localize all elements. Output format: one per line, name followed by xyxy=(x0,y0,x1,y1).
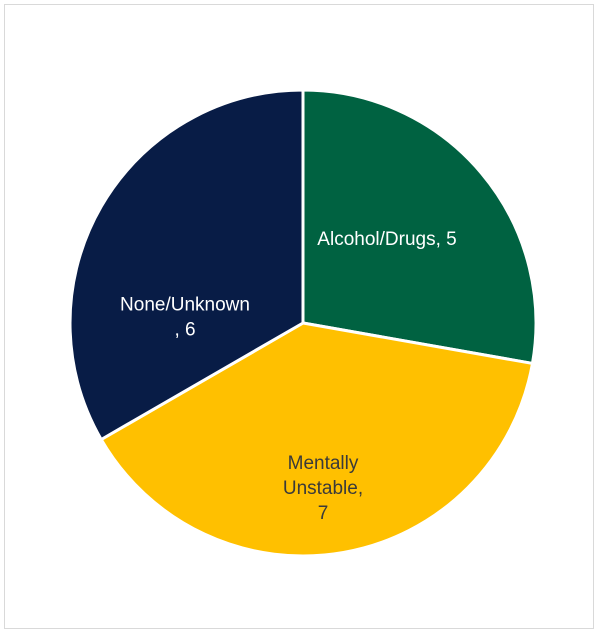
data-label-line: Unstable, xyxy=(283,478,363,499)
data-label-none-unknown: None/Unknown , 6 xyxy=(120,295,250,341)
data-label-line: Mentally xyxy=(288,453,359,474)
data-label-line: , 6 xyxy=(174,320,195,341)
data-label-line: None/Unknown xyxy=(120,295,250,316)
pie-slice-alcohol-drugs xyxy=(301,88,538,365)
pie-slice-mentally-unstable xyxy=(99,321,534,558)
data-label-mentally-unstable: Mentally Unstable, 7 xyxy=(283,453,363,524)
data-label-line: Alcohol/Drugs, 5 xyxy=(317,229,456,250)
data-label-line: 7 xyxy=(318,503,329,524)
pie-slice-none-unknown xyxy=(68,88,305,441)
data-label-alcohol-drugs: Alcohol/Drugs, 5 xyxy=(317,229,456,250)
